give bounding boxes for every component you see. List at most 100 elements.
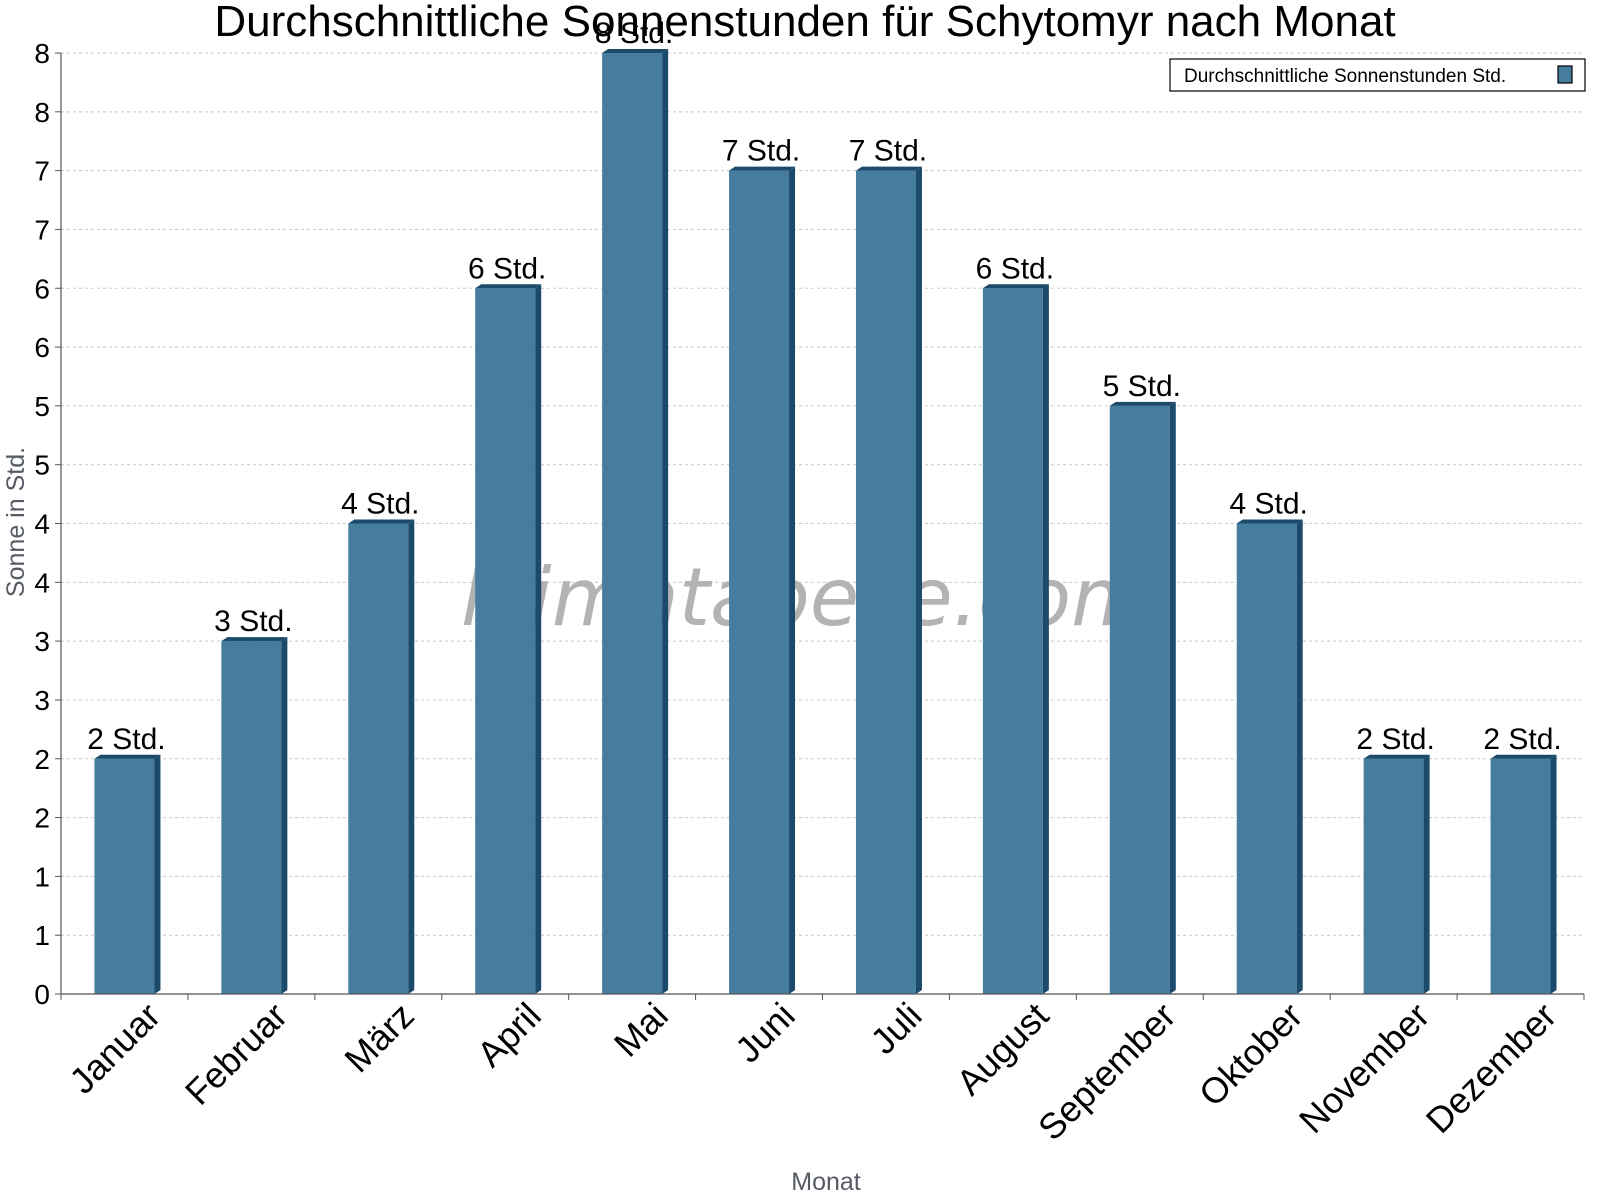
bar-front: [475, 288, 536, 994]
bar-side: [915, 166, 922, 994]
bar-3: [475, 284, 542, 994]
bar-side: [408, 519, 415, 994]
y-tick-label: 3: [34, 626, 50, 657]
bar-0: [94, 754, 161, 994]
bar-front: [221, 641, 282, 994]
data-label: 2 Std.: [87, 723, 165, 756]
x-tick-label: Oktober: [1191, 995, 1311, 1115]
bar-top: [1109, 401, 1176, 406]
bar-front: [729, 170, 790, 994]
bar-top: [94, 754, 161, 759]
bar-5: [729, 166, 796, 994]
x-tick-label: Juli: [862, 995, 929, 1062]
bar-top: [729, 166, 796, 171]
bar-top: [602, 49, 669, 53]
data-label: 4 Std.: [1230, 488, 1308, 521]
y-axis-title: Sonne in Std.: [2, 447, 30, 597]
bar-7: [982, 284, 1049, 994]
y-tick-label: 1: [34, 861, 50, 892]
bar-front: [602, 53, 663, 994]
x-tick-label: Februar: [177, 995, 295, 1113]
x-tick-label: April: [469, 995, 549, 1075]
y-tick-label: 1: [34, 920, 50, 951]
bar-front: [1490, 758, 1551, 994]
bar-front: [94, 758, 155, 994]
y-tick-label: 7: [34, 214, 50, 245]
bar-front: [1363, 758, 1424, 994]
data-label: 4 Std.: [341, 488, 419, 521]
y-tick-label: 3: [34, 685, 50, 716]
data-label: 2 Std.: [1483, 723, 1561, 756]
bar-side: [789, 166, 796, 994]
y-tick-label: 8: [34, 38, 50, 69]
legend-swatch: [1557, 65, 1573, 84]
axes: [55, 52, 1585, 1000]
bar-8: [1109, 401, 1176, 994]
bar-top: [1490, 754, 1557, 759]
bar-top: [475, 284, 542, 289]
x-tick-label: Juni: [727, 995, 803, 1071]
x-tick-label: August: [948, 995, 1056, 1103]
bar-front: [982, 288, 1043, 994]
x-tick-label: März: [336, 995, 422, 1081]
bar-4: [602, 49, 669, 994]
y-tick-label: 2: [34, 803, 50, 834]
legend-box: [1169, 58, 1586, 92]
x-tick-label: Januar: [61, 995, 168, 1102]
data-label: 7 Std.: [849, 135, 927, 168]
bar-side: [1423, 754, 1430, 994]
x-tick-label: September: [1030, 995, 1184, 1149]
y-tick-label: 6: [34, 273, 50, 304]
data-label: 2 Std.: [1356, 723, 1434, 756]
data-label: 3 Std.: [214, 605, 292, 638]
x-tick-label: November: [1291, 995, 1437, 1141]
bar-top: [221, 637, 288, 642]
data-labels: 2 Std. 3 Std. 4 Std. 6 Std. 8 Std. 7 Std. 7 St…: [87, 17, 1561, 756]
bar-side: [662, 49, 669, 994]
bar-front: [1109, 405, 1170, 994]
bar-2: [348, 519, 415, 994]
y-tick-label: 0: [34, 979, 50, 1010]
legend-label: Durchschnittliche Sonnenstunden Std.: [1184, 66, 1506, 87]
bar-side: [1550, 754, 1557, 994]
y-tick-labels: 0 1 1 2 2 3 3 4 4 5 5 6 6 7 7 8 8: [34, 38, 50, 1010]
data-label: 6 Std.: [976, 252, 1054, 285]
gridlines: [61, 52, 1584, 936]
bar-side: [281, 637, 288, 994]
y-tick-label: 6: [34, 332, 50, 363]
legend: Durchschnittliche Sonnenstunden Std.: [1169, 58, 1586, 92]
bar-top: [1236, 519, 1303, 524]
bar-9: [1236, 519, 1303, 994]
x-axis-title: Monat: [791, 1168, 861, 1196]
bar-side: [1169, 401, 1176, 994]
y-tick-label: 4: [34, 509, 50, 540]
bar-top: [855, 166, 922, 171]
x-tick-label: Dezember: [1418, 995, 1564, 1141]
y-tick-label: 7: [34, 156, 50, 187]
data-label: 5 Std.: [1103, 370, 1181, 403]
bar-11: [1490, 754, 1557, 994]
y-tick-label: 2: [34, 744, 50, 775]
bar-top: [348, 519, 415, 524]
x-tick-labels: Januar Februar März April Mai Juni Juli AugustS…: [61, 995, 1564, 1149]
bar-side: [1042, 284, 1049, 994]
bar-side: [1296, 519, 1303, 994]
x-tick-label: Mai: [606, 995, 676, 1065]
y-tick-label: 5: [34, 450, 50, 481]
y-tick-label: 5: [34, 391, 50, 422]
y-tick-label: 4: [34, 567, 50, 598]
chart-title: Durchschnittliche Sonnenstunden für Schy…: [214, 0, 1395, 46]
bar-front: [1236, 523, 1297, 994]
bar-side: [535, 284, 542, 994]
y-tick-label: 8: [34, 97, 50, 128]
data-label: 6 Std.: [468, 252, 546, 285]
bar-front: [348, 523, 409, 994]
bar-1: [221, 637, 288, 994]
bar-front: [855, 170, 916, 994]
bar-6: [855, 166, 922, 994]
bars: [94, 49, 1557, 994]
data-label: 8 Std.: [595, 17, 673, 50]
bar-10: [1363, 754, 1430, 994]
bar-top: [982, 284, 1049, 289]
